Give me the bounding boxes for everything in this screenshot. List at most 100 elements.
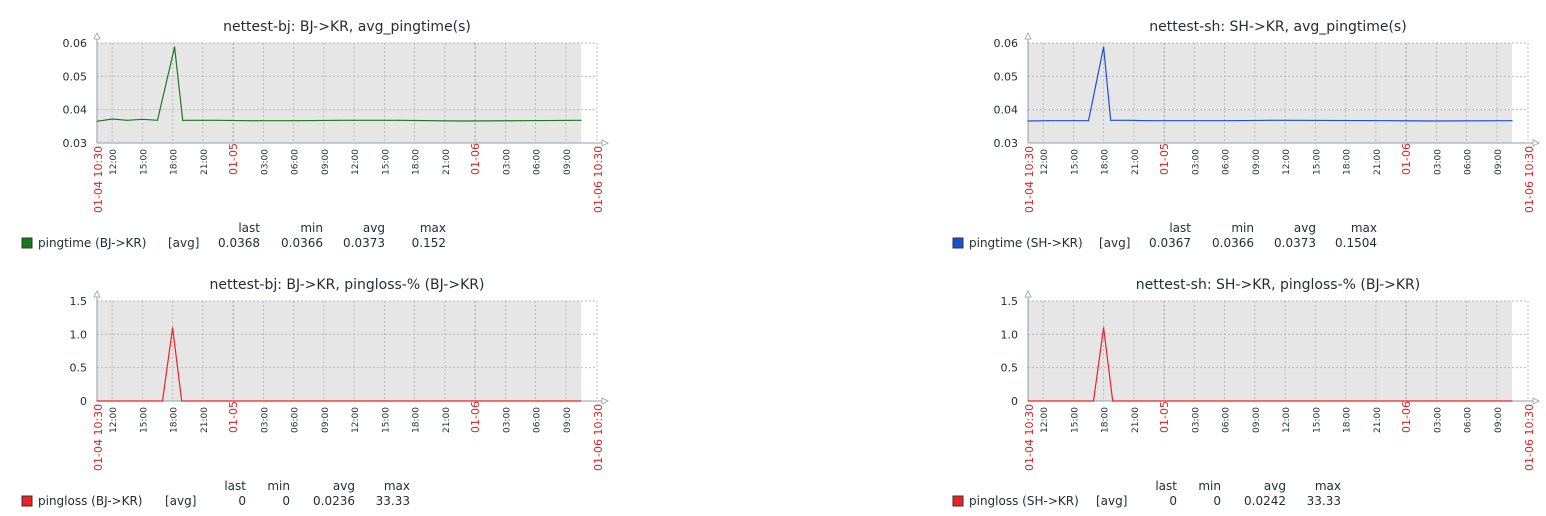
legend-value: 33.33 bbox=[1307, 494, 1341, 508]
data-point bbox=[338, 119, 340, 121]
x-tick-label: 21:00 bbox=[1131, 407, 1141, 433]
legend-header: avg bbox=[1294, 221, 1316, 235]
x-tick-label: 01-06 bbox=[469, 401, 482, 433]
data-point bbox=[182, 119, 184, 121]
legend-header: last bbox=[1155, 479, 1177, 493]
data-point bbox=[172, 327, 174, 329]
graph-panel-bj-pingtime: nettest-bj: BJ->KR, avg_pingtime(s) 0.06 0… bbox=[0, 0, 620, 258]
data-point bbox=[141, 118, 143, 120]
x-tick-label: 09:00 bbox=[1494, 407, 1504, 433]
x-tick-label: 03:00 bbox=[260, 149, 270, 175]
x-tick-label: 21:00 bbox=[442, 407, 452, 433]
chart-svg: nettest-sh: SH->KR, avg_pingtime(s) 0.06 0… bbox=[952, 19, 1540, 250]
x-tick-label: 12:00 bbox=[351, 407, 361, 433]
legend-header: max bbox=[384, 479, 410, 493]
data-point bbox=[1047, 120, 1049, 122]
legend-value: 0.0373 bbox=[343, 236, 385, 250]
x-axis-arrow bbox=[1532, 139, 1540, 147]
x-tick-label: 09:00 bbox=[1252, 407, 1262, 433]
y-tick-label: 1.0 bbox=[1001, 328, 1019, 341]
data-point bbox=[580, 119, 582, 121]
legend-label: pingloss (BJ->KR) bbox=[38, 494, 142, 508]
x-tick-label: 18:00 bbox=[1343, 149, 1353, 175]
legend-header: avg bbox=[333, 479, 355, 493]
legend-value: 0 bbox=[1169, 494, 1177, 508]
x-tick-label: 12:00 bbox=[351, 149, 361, 175]
x-tick-label: 09:00 bbox=[321, 407, 331, 433]
x-tick-label: 15:00 bbox=[381, 149, 391, 175]
plot-area bbox=[1028, 301, 1512, 401]
x-tick-label: 06:00 bbox=[1464, 407, 1474, 433]
y-tick-label: 0.04 bbox=[994, 104, 1019, 117]
legend-value: 0.0367 bbox=[1149, 236, 1191, 250]
x-tick-label: 03:00 bbox=[1191, 149, 1201, 175]
x-tick-label: 15:00 bbox=[1070, 149, 1080, 175]
legend-swatch bbox=[21, 495, 33, 507]
x-start-label: 01-04 10:30 bbox=[92, 146, 105, 213]
data-point bbox=[1092, 400, 1095, 402]
chart-svg: nettest-bj: BJ->KR, pingloss-% (BJ->KR) 1… bbox=[21, 277, 609, 508]
data-point bbox=[1027, 120, 1029, 122]
data-point bbox=[580, 400, 582, 402]
legend-header: last bbox=[224, 479, 246, 493]
x-tick-label: 01-06 bbox=[1400, 401, 1413, 433]
x-end-label: 01-06 10:30 bbox=[1523, 404, 1536, 471]
data-point bbox=[1289, 119, 1291, 121]
x-tick-label: 06:00 bbox=[1464, 149, 1474, 175]
legend-header: min bbox=[1198, 479, 1221, 493]
x-tick-label: 15:00 bbox=[139, 407, 149, 433]
legend-label: pingloss (SH->KR) bbox=[969, 494, 1079, 508]
x-tick-label: 15:00 bbox=[1312, 407, 1322, 433]
x-tick-label: 12:00 bbox=[1282, 407, 1292, 433]
legend-value: 0.0236 bbox=[313, 494, 355, 508]
x-start-label: 01-04 10:30 bbox=[1023, 404, 1036, 471]
x-tick-label: 18:00 bbox=[412, 149, 422, 175]
data-point bbox=[174, 46, 176, 48]
x-axis-arrow bbox=[601, 139, 609, 147]
y-axis-arrow bbox=[1024, 290, 1032, 298]
x-tick-label: 03:00 bbox=[260, 407, 270, 433]
x-tick-label: 12:00 bbox=[109, 407, 119, 433]
data-point bbox=[1112, 400, 1114, 402]
legend-value: 0.0373 bbox=[1274, 236, 1316, 250]
x-tick-label: 12:00 bbox=[1040, 407, 1050, 433]
data-point bbox=[181, 400, 183, 402]
x-start-label: 01-04 10:30 bbox=[92, 404, 105, 471]
x-tick-label: 15:00 bbox=[1070, 407, 1080, 433]
x-tick-label: 03:00 bbox=[502, 407, 512, 433]
legend-swatch bbox=[952, 237, 964, 249]
x-tick-label: 21:00 bbox=[200, 149, 210, 175]
y-tick-label: 0.04 bbox=[63, 104, 88, 117]
data-point bbox=[1128, 119, 1130, 121]
legend-label: pingtime (SH->KR) bbox=[969, 236, 1083, 250]
x-tick-label: 21:00 bbox=[1373, 407, 1383, 433]
legend-agg: [avg] bbox=[168, 236, 199, 250]
legend-header: avg bbox=[363, 221, 385, 235]
legend-value: 0.0368 bbox=[218, 236, 260, 250]
x-tick-label: 01-06 bbox=[469, 143, 482, 175]
x-tick-label: 12:00 bbox=[109, 149, 119, 175]
x-axis-arrow bbox=[601, 397, 609, 405]
y-tick-label: 0.05 bbox=[63, 70, 88, 83]
y-tick-label: 1.5 bbox=[1001, 295, 1019, 308]
legend-value: 0.152 bbox=[412, 236, 446, 250]
x-tick-label: 15:00 bbox=[139, 149, 149, 175]
x-tick-label: 06:00 bbox=[533, 149, 543, 175]
x-tick-label: 09:00 bbox=[563, 149, 573, 175]
legend-value: 0.0242 bbox=[1244, 494, 1286, 508]
x-tick-label: 18:00 bbox=[1101, 407, 1111, 433]
y-tick-label: 0.06 bbox=[63, 37, 88, 50]
data-point bbox=[1430, 120, 1432, 122]
legend-header: max bbox=[420, 221, 446, 235]
x-tick-label: 21:00 bbox=[1131, 149, 1141, 175]
legend-header: last bbox=[1169, 221, 1191, 235]
x-tick-label: 21:00 bbox=[200, 407, 210, 433]
data-point bbox=[202, 119, 204, 121]
x-end-label: 01-06 10:30 bbox=[1523, 146, 1536, 213]
legend-label: pingtime (BJ->KR) bbox=[38, 236, 146, 250]
legend-value: 0 bbox=[238, 494, 246, 508]
chart-title: nettest-sh: SH->KR, avg_pingtime(s) bbox=[1149, 19, 1406, 35]
x-tick-label: 06:00 bbox=[291, 149, 301, 175]
data-point bbox=[96, 400, 98, 402]
x-tick-label: 09:00 bbox=[321, 149, 331, 175]
